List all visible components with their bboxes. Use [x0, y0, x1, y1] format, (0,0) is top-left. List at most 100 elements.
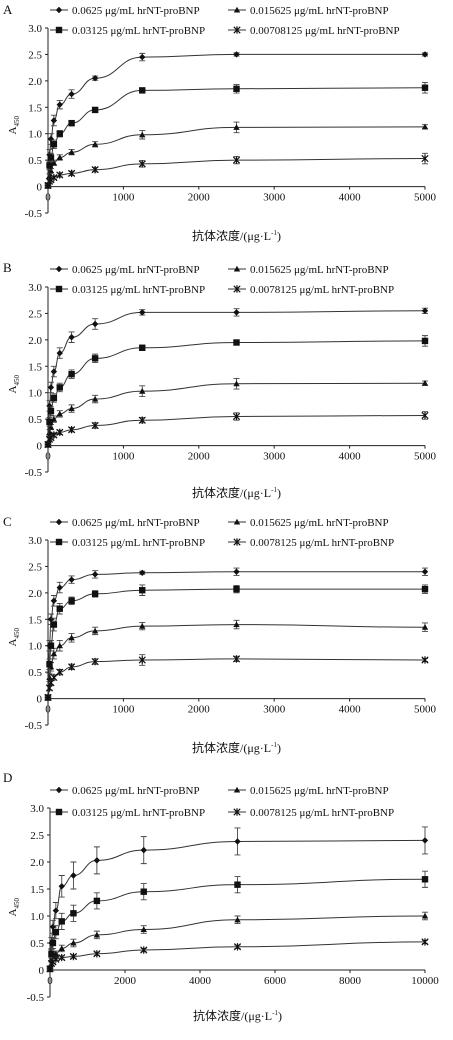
- x-tick-label: 4000: [189, 975, 212, 987]
- data-point: [68, 119, 75, 127]
- legend-marker: [233, 265, 241, 272]
- data-point: [47, 642, 55, 649]
- y-tick-label: 1.5: [28, 361, 42, 373]
- legend-marker: [233, 6, 241, 13]
- data-point: [70, 910, 77, 917]
- y-axis-label: A450: [7, 116, 21, 135]
- y-tick-label: 0: [39, 965, 45, 977]
- series-3: [44, 81, 429, 189]
- data-point: [232, 412, 241, 421]
- y-axis-label: A450: [7, 898, 21, 917]
- data-point: [68, 334, 75, 341]
- data-point: [234, 881, 241, 888]
- legend-label: 0.03125 μg/mL hrNT-proBNP: [72, 537, 205, 549]
- data-point: [421, 568, 429, 575]
- data-point: [139, 622, 146, 629]
- legend-entry: 0.0625 μg/mL hrNT-proBNP: [50, 517, 200, 529]
- x-tick-label: 0: [45, 192, 51, 204]
- data-point: [56, 349, 63, 357]
- x-axis-label: 抗体浓度/(μg·L-1): [192, 228, 281, 243]
- legend-label: 0.0078125 μg/mL hrNT-proBNP: [250, 537, 394, 549]
- x-axis-label: 抗体浓度/(μg·L-1): [193, 1008, 282, 1023]
- panel-letter: B: [3, 260, 12, 275]
- data-point: [50, 394, 58, 402]
- data-point: [47, 384, 55, 391]
- series-4: [44, 411, 429, 449]
- data-point: [69, 952, 78, 961]
- data-point: [233, 309, 240, 316]
- series-1: [44, 307, 429, 448]
- data-point: [232, 156, 241, 164]
- y-tick-label: -0.5: [25, 208, 43, 220]
- y-tick-label: 1.5: [28, 614, 42, 626]
- x-tick-label: 5000: [414, 192, 437, 204]
- legend-marker: [233, 808, 241, 816]
- data-point: [68, 149, 75, 155]
- data-point: [138, 416, 146, 424]
- data-point: [421, 337, 429, 345]
- data-point: [56, 642, 63, 649]
- data-point: [91, 627, 99, 634]
- series-4: [44, 654, 429, 702]
- legend-entry: 0.0625 μg/mL hrNT-proBNP: [50, 264, 200, 276]
- panel-letter: C: [3, 514, 12, 529]
- y-axis-label: A450: [7, 375, 21, 394]
- data-point: [421, 51, 429, 58]
- legend-marker: [55, 6, 63, 14]
- data-point: [50, 173, 58, 182]
- legend-label: 0.0625 μg/mL hrNT-proBNP: [72, 517, 200, 529]
- series-3: [44, 335, 429, 448]
- data-point: [93, 931, 101, 938]
- legend-entry: 0.03125 μg/mL hrNT-proBNP: [50, 284, 205, 296]
- data-point: [50, 117, 58, 124]
- y-tick-label: 0: [37, 182, 43, 194]
- y-tick-label: 2.5: [28, 49, 42, 61]
- data-point: [138, 656, 146, 664]
- y-tick-label: 2.5: [28, 308, 42, 320]
- data-point: [68, 597, 75, 604]
- data-point: [56, 101, 63, 108]
- legend-label: 0.015625 μg/mL hrNT-proBNP: [250, 264, 389, 276]
- legend-entry: 0.00708125 μg/mL hrNT-proBNP: [228, 25, 400, 37]
- data-point: [93, 950, 101, 958]
- legend-entry: 0.015625 μg/mL hrNT-proBNP: [228, 785, 389, 797]
- data-point: [139, 569, 146, 576]
- data-point: [140, 946, 148, 954]
- data-point: [58, 918, 65, 925]
- series-line: [47, 53, 425, 187]
- x-tick-label: 2000: [188, 192, 211, 204]
- y-tick-label: 0.5: [30, 938, 44, 950]
- panel-letter: A: [3, 2, 13, 17]
- data-point: [233, 124, 240, 130]
- legend-marker: [233, 285, 241, 293]
- data-point: [140, 888, 147, 895]
- series-2: [46, 911, 429, 972]
- legend-marker: [233, 518, 241, 525]
- data-point: [421, 656, 429, 664]
- data-point: [47, 135, 55, 143]
- y-tick-label: 3.0: [28, 535, 42, 547]
- data-point: [56, 130, 63, 137]
- data-point: [49, 923, 57, 930]
- data-point: [421, 307, 429, 314]
- data-point: [91, 320, 99, 328]
- data-point: [68, 405, 75, 412]
- legend-marker: [55, 538, 63, 546]
- x-tick-label: 4000: [339, 704, 362, 716]
- series-line: [47, 588, 425, 699]
- data-point: [46, 674, 53, 680]
- data-point: [93, 897, 101, 905]
- legend-label: 0.0625 μg/mL hrNT-proBNP: [72, 264, 200, 276]
- data-point: [52, 907, 60, 914]
- series-4: [46, 938, 429, 973]
- data-point: [421, 876, 429, 883]
- data-point: [68, 371, 75, 378]
- data-point: [421, 912, 429, 919]
- data-point: [91, 590, 99, 598]
- data-point: [139, 309, 146, 316]
- legend-entry: 0.015625 μg/mL hrNT-proBNP: [228, 264, 389, 276]
- x-tick-label: 8000: [339, 975, 362, 987]
- legend-label: 0.03125 μg/mL hrNT-proBNP: [72, 25, 205, 37]
- x-tick-label: 4000: [339, 451, 362, 463]
- data-point: [58, 945, 65, 951]
